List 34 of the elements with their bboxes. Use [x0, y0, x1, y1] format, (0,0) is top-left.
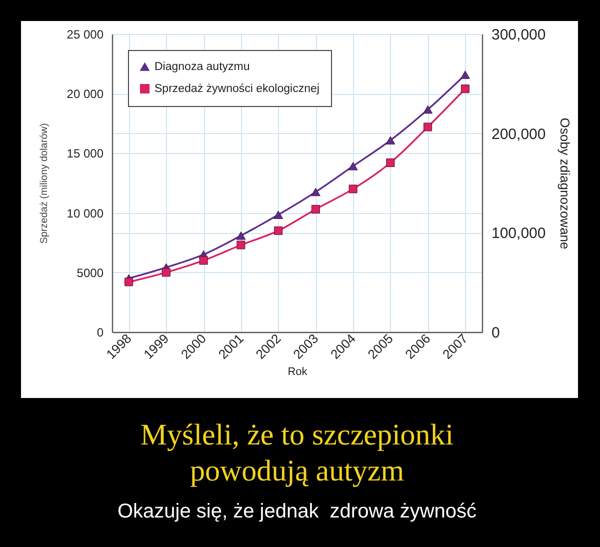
point	[311, 204, 320, 214]
point	[274, 226, 283, 235]
point	[386, 158, 395, 167]
point	[460, 70, 470, 79]
point	[310, 188, 320, 196]
y2-axis-title: Osoby zdiagnozowane	[558, 118, 573, 250]
text: Myśleli, że to szczepionki powodują autyzm	[140, 418, 454, 488]
y-tick-label: 5000	[76, 266, 104, 280]
y-tick-label: 15 000	[66, 146, 104, 161]
point	[124, 278, 134, 286]
text: Okazuje się, że jednak zdrowa żywność	[117, 500, 477, 522]
x-axis-title: Rok	[288, 366, 308, 378]
y-axis-title: Sprzedaż (miliony dolarów)	[38, 123, 50, 244]
point	[348, 184, 358, 194]
y2-tick-label: 0	[492, 324, 500, 342]
point	[460, 84, 470, 94]
point	[162, 268, 170, 277]
y-tick-label: 25 000	[66, 28, 104, 42]
point	[423, 105, 433, 114]
point	[424, 122, 432, 132]
point	[236, 240, 246, 250]
legend-label: Sprzedaż żywności ekologicznej	[154, 82, 320, 95]
y2-tick-label: 200,000	[492, 126, 546, 143]
point	[236, 232, 246, 240]
point	[199, 256, 208, 265]
y-tick-label: 0	[96, 326, 104, 340]
point	[348, 162, 358, 170]
y2-tick-label: 300,000	[492, 26, 546, 44]
y-tick-label: 20 000	[66, 87, 104, 102]
y2-tick-label: 100,000	[492, 225, 546, 242]
legend-label: Diagnoza autyzmu	[154, 60, 250, 73]
point	[274, 210, 284, 219]
y-tick-label: 10 000	[66, 206, 104, 220]
point	[386, 136, 396, 144]
